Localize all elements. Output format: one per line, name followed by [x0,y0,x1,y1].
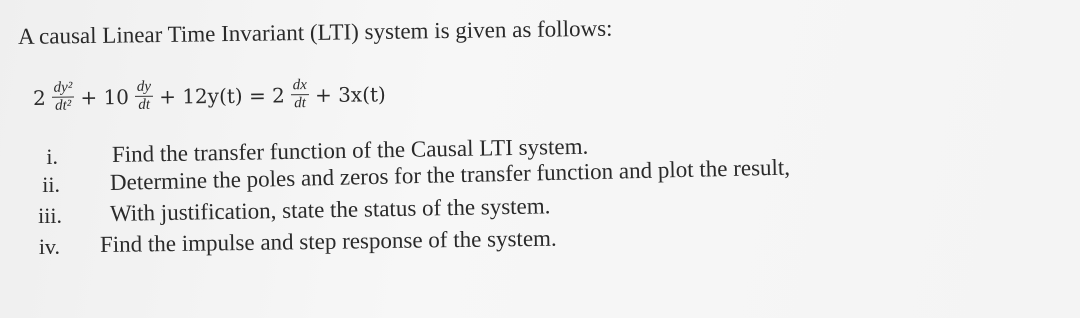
item-label: ii. [42,172,60,197]
intro: A causal Linear Time Invariant (LTI) sys… [17,15,613,49]
equation: 2 dy² dt² + 10 dy dt + 12y(t) = 2 dx dt + 3x(t) [30,76,389,115]
fraction: dy² dt² [49,79,78,115]
item-label: i. [46,144,58,169]
fraction: dx dt [288,77,313,112]
denominator: dt [138,96,151,113]
denominator: dt² [54,97,72,114]
item-label: iv. [38,234,60,259]
numerator: dx [290,77,310,96]
item-text: With justification, state the status of … [109,193,551,226]
numerator: dy [134,78,154,97]
numerator: dy² [51,79,75,98]
equation-term: + 3x(t) [314,81,386,107]
item-label: iii. [38,203,62,228]
denominator: dt [294,95,306,112]
equation-term: + 10 [80,84,130,109]
equation-term: 2 [32,85,46,110]
fraction: dy dt [132,78,157,114]
item-text: Find the impulse and step response of th… [99,225,557,257]
equation-term: + 12y(t) = 2 [159,82,285,109]
